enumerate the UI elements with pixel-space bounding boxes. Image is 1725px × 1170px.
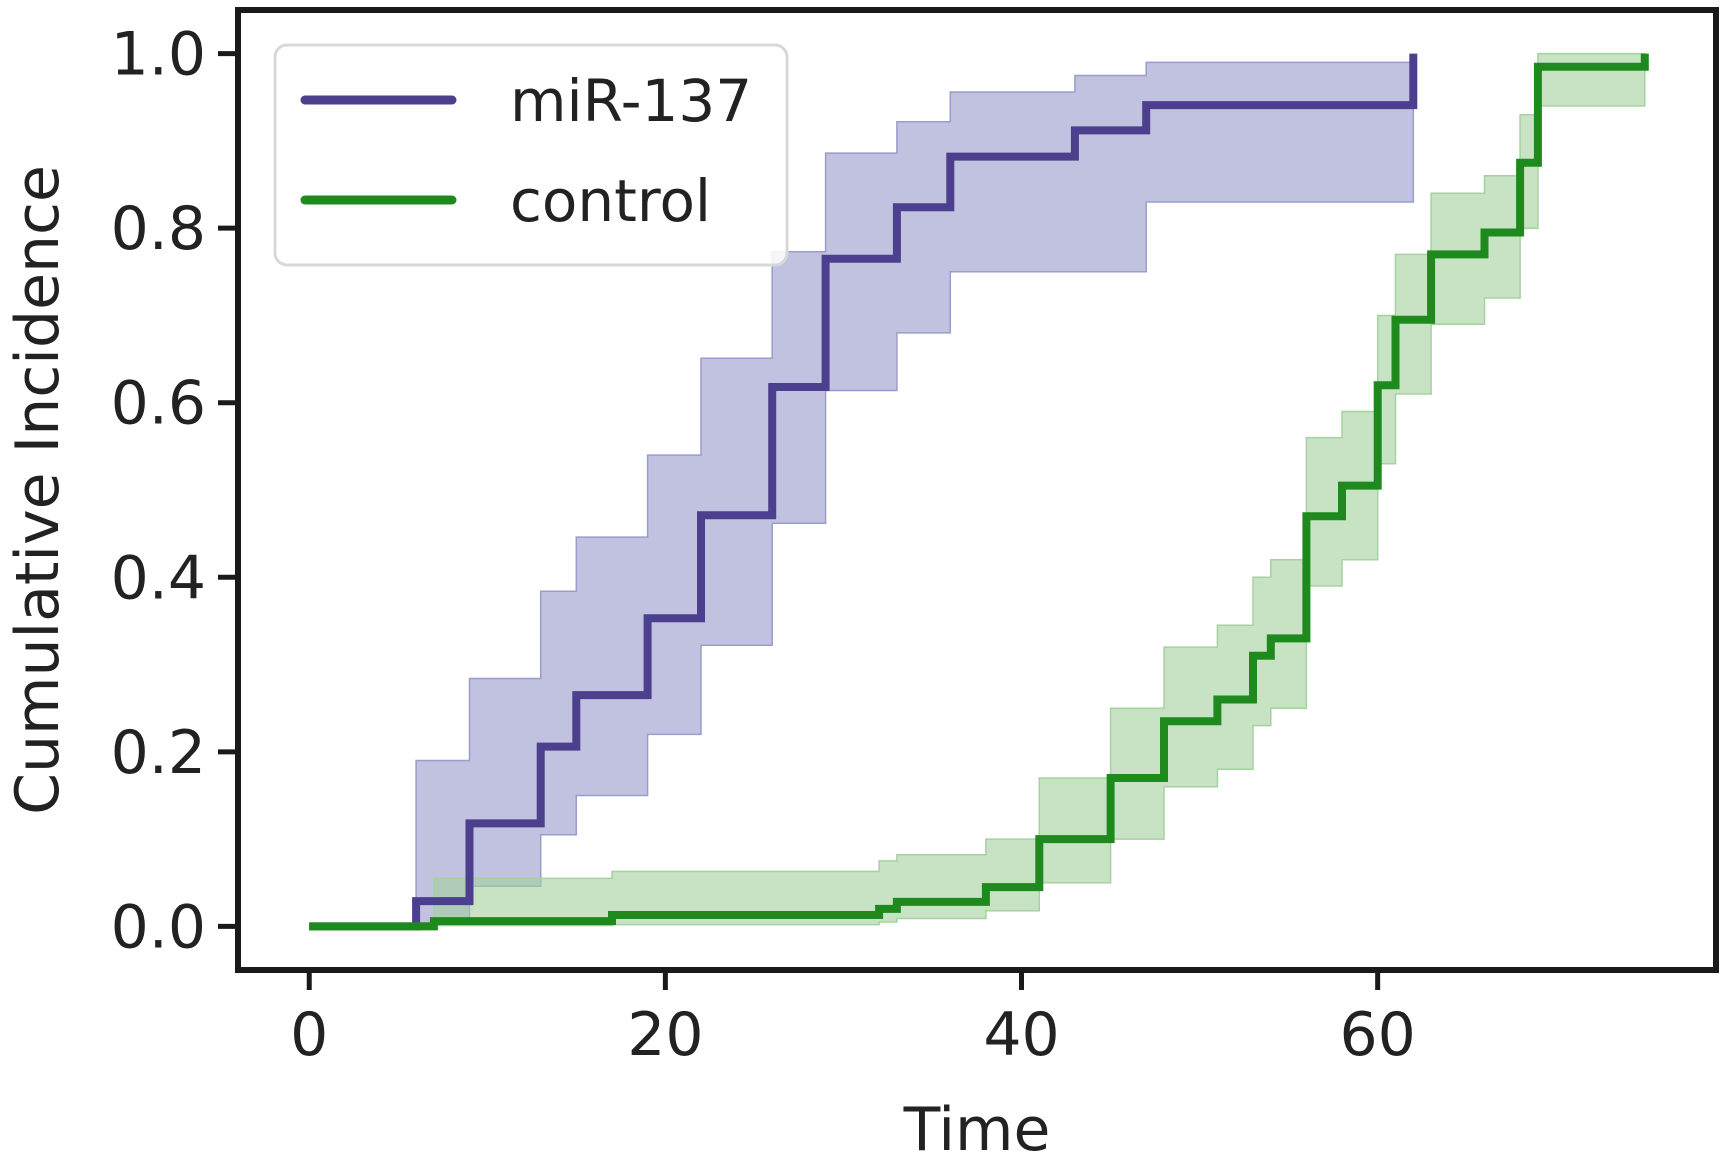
y-tick-label: 0.6 [111,369,206,439]
x-tick-label: 0 [290,1000,328,1070]
confidence-band-control [309,52,1646,928]
y-tick-label: 0.0 [111,892,206,962]
x-axis-label: Time [903,1095,1051,1165]
series-line-control [309,53,1649,931]
legend-label-mir-137: miR-137 [510,67,752,135]
y-axis-label: Cumulative Incidence [3,165,73,815]
plot-frame [235,7,1719,973]
x-tick-label: 20 [627,1000,703,1070]
legend: miR-137 control [273,43,789,267]
x-tick-label: 40 [983,1000,1059,1070]
x-axis-ticks: 0 20 40 60 [290,970,1416,1070]
y-tick-label: 0.8 [111,194,206,264]
x-tick-label: 60 [1339,1000,1415,1070]
y-axis-ticks: 0.0 0.2 0.4 0.6 0.8 1.0 [111,20,238,962]
series-lines [309,53,1649,931]
y-tick-label: 1.0 [111,20,206,90]
series-line-mir-137 [309,53,1418,931]
y-tick-label: 0.4 [111,543,206,613]
y-tick-label: 0.2 [111,718,206,788]
legend-label-control: control [510,167,711,235]
